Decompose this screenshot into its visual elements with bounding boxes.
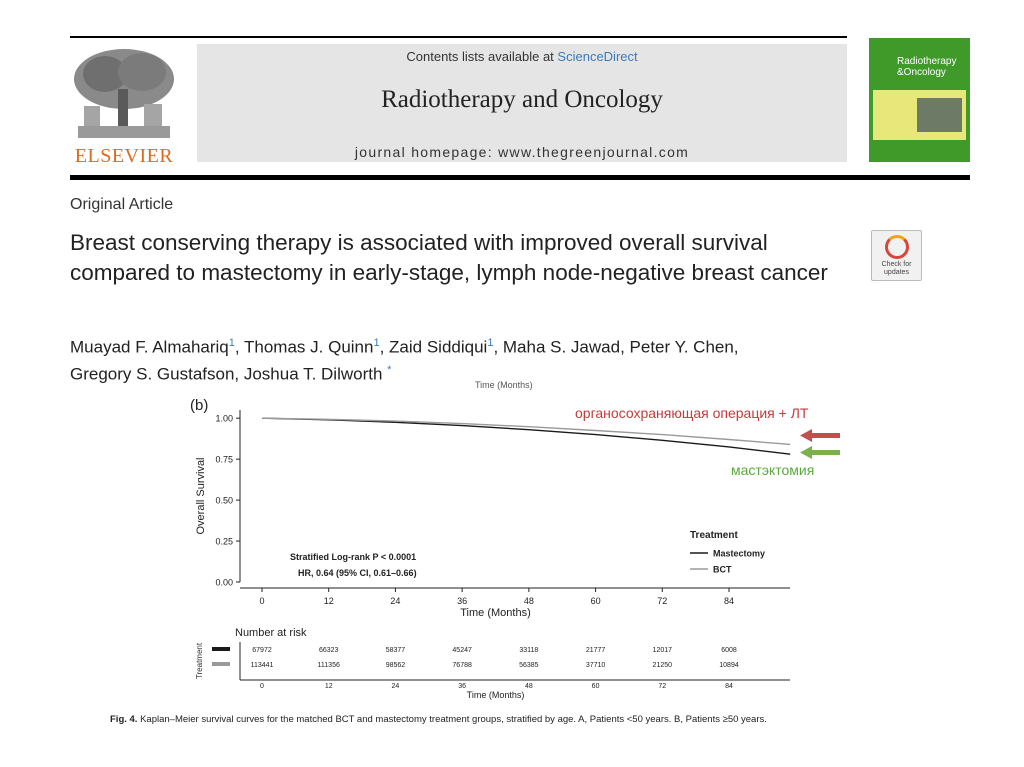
x-tick-label: 36 <box>457 596 467 606</box>
y-tick-label: 1.00 <box>215 414 233 424</box>
green-arrow-icon <box>800 446 840 459</box>
author-affiliation-link[interactable]: 1 <box>487 337 494 349</box>
risk-x-tick-label: 36 <box>458 683 466 690</box>
x-tick-label: 72 <box>657 596 667 606</box>
risk-table-y-label: Treatment <box>195 642 204 679</box>
risk-x-tick-label: 12 <box>325 683 333 690</box>
risk-cell: 113441 <box>251 662 274 669</box>
journal-homepage[interactable]: journal homepage: www.thegreenjournal.co… <box>354 144 690 160</box>
author-name: , Zaid Siddiqui <box>379 337 488 357</box>
mastectomy-annotation: мастэктомия <box>731 462 815 478</box>
x-tick-label: 24 <box>390 596 400 606</box>
risk-cell: 12017 <box>653 647 673 654</box>
stat-hazard-ratio: HR, 0.64 (95% CI, 0.61–0.66) <box>298 568 417 578</box>
contents-prefix: Contents lists available at <box>406 49 554 64</box>
risk-table-title: Number at risk <box>235 627 307 639</box>
y-axis-label: Overall Survival <box>195 457 207 534</box>
bct-annotation: органосохраняющая операция + ЛТ <box>575 405 809 421</box>
risk-x-tick-label: 72 <box>658 683 666 690</box>
cover-photo <box>917 98 962 132</box>
legend-label: Mastectomy <box>713 549 765 559</box>
check-updates-label: Check for updates <box>881 261 912 276</box>
x-tick-label: 0 <box>259 596 264 606</box>
risk-cell: 33118 <box>519 647 538 654</box>
header-rule <box>70 36 847 38</box>
risk-cell: 76788 <box>452 662 472 669</box>
risk-cell: 10894 <box>719 662 739 669</box>
stat-logrank: Stratified Log-rank P < 0.0001 <box>290 552 416 562</box>
article-type: Original Article <box>70 196 174 213</box>
panel-label: (b) <box>190 397 208 414</box>
risk-x-tick-label: 48 <box>525 683 533 690</box>
caption-label: Fig. 4. <box>110 714 138 725</box>
publisher-wordmark: ELSEVIER <box>74 145 174 167</box>
chart-ticks: 0.00 0.25 0.50 0.75 1.00 0 12 24 36 48 60 72 84 <box>215 414 734 606</box>
elsevier-tree-logo <box>70 44 178 144</box>
author-affiliation-link[interactable]: 1 <box>228 337 235 349</box>
risk-row-swatch <box>212 647 230 651</box>
cover-title: Radiotherapy &Oncology <box>897 56 957 78</box>
x-tick-label: 60 <box>591 596 601 606</box>
author-list: Muayad F. Almahariq1, Thomas J. Quinn1, … <box>70 332 850 385</box>
risk-cell: 37710 <box>586 662 606 669</box>
corresponding-author-link[interactable]: * <box>387 363 392 376</box>
risk-x-tick-label: 84 <box>725 683 733 690</box>
y-tick-label: 0.25 <box>215 537 233 547</box>
figure-caption: Fig. 4. Kaplan–Meier survival curves for… <box>110 714 767 725</box>
risk-x-axis-label: Time (Months) <box>467 690 525 700</box>
journal-cover-image: Radiotherapy &Oncology <box>869 38 970 162</box>
check-for-updates-button[interactable]: Check for updates <box>871 230 922 281</box>
risk-cell: 45247 <box>452 647 472 654</box>
x-tick-label: 48 <box>524 596 534 606</box>
author-name: Muayad F. Almahariq <box>70 337 229 357</box>
journal-title: Radiotherapy and Oncology <box>381 86 663 113</box>
annotation-arrows <box>800 429 840 459</box>
risk-table: 67972 66323 58377 45247 33118 21777 12017 6008 1… <box>212 642 790 700</box>
author-name: , Maha S. Jawad, Peter Y. Chen, <box>493 337 739 357</box>
masthead-rule <box>70 175 970 180</box>
risk-row-swatch <box>212 662 230 666</box>
legend-title: Treatment <box>690 530 738 541</box>
x-tick-label: 84 <box>724 596 734 606</box>
risk-cell: 6008 <box>721 647 737 654</box>
risk-x-tick-label: 24 <box>392 683 400 690</box>
risk-cell: 58377 <box>386 647 406 654</box>
risk-cell: 98562 <box>386 662 406 669</box>
risk-x-tick-label: 0 <box>260 683 264 690</box>
survival-curve-mastectomy <box>261 417 791 455</box>
cut-axis-label: Time (Months) <box>475 380 533 390</box>
red-arrow-icon <box>800 429 840 442</box>
risk-cell: 21250 <box>653 662 673 669</box>
author-name: , Thomas J. Quinn <box>234 337 374 357</box>
journal-masthead: Contents lists available at ScienceDirec… <box>197 44 847 162</box>
risk-cell: 111356 <box>318 662 340 669</box>
risk-cell: 66323 <box>319 647 339 654</box>
survival-curves <box>261 417 791 455</box>
risk-cell: 67972 <box>252 647 272 654</box>
y-tick-label: 0.75 <box>215 455 233 465</box>
author-name: Gregory S. Gustafson, Joshua T. Dilworth <box>70 364 383 384</box>
risk-cell: 56385 <box>519 662 539 669</box>
contents-availability: Contents lists available at ScienceDirec… <box>197 49 847 64</box>
risk-cell: 21777 <box>586 647 606 654</box>
sciencedirect-link[interactable]: ScienceDirect <box>557 49 638 64</box>
survival-curve-bct <box>261 417 791 446</box>
article-title: Breast conserving therapy is associated … <box>70 230 828 285</box>
x-axis-label: Time (Months) <box>460 607 531 619</box>
km-survival-chart: Time (Months) (b) Overall Survival 0.000… <box>190 380 791 700</box>
risk-x-tick-label: 60 <box>592 683 600 690</box>
y-tick-label: 0.00 <box>215 578 233 588</box>
chart-legend: Treatment Mastectomy BCT <box>690 530 765 575</box>
x-tick-label: 12 <box>324 596 334 606</box>
author-affiliation-link[interactable]: 1 <box>373 337 380 349</box>
check-updates-icon <box>885 235 909 259</box>
caption-text: Kaplan–Meier survival curves for the mat… <box>140 714 767 725</box>
y-tick-label: 0.50 <box>215 496 233 506</box>
chart-axes <box>239 410 790 589</box>
legend-label: BCT <box>713 565 732 575</box>
